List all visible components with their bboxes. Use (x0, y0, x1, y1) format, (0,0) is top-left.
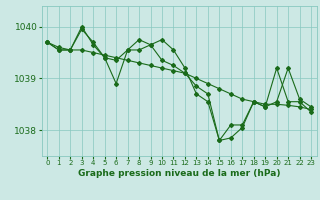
X-axis label: Graphe pression niveau de la mer (hPa): Graphe pression niveau de la mer (hPa) (78, 169, 280, 178)
